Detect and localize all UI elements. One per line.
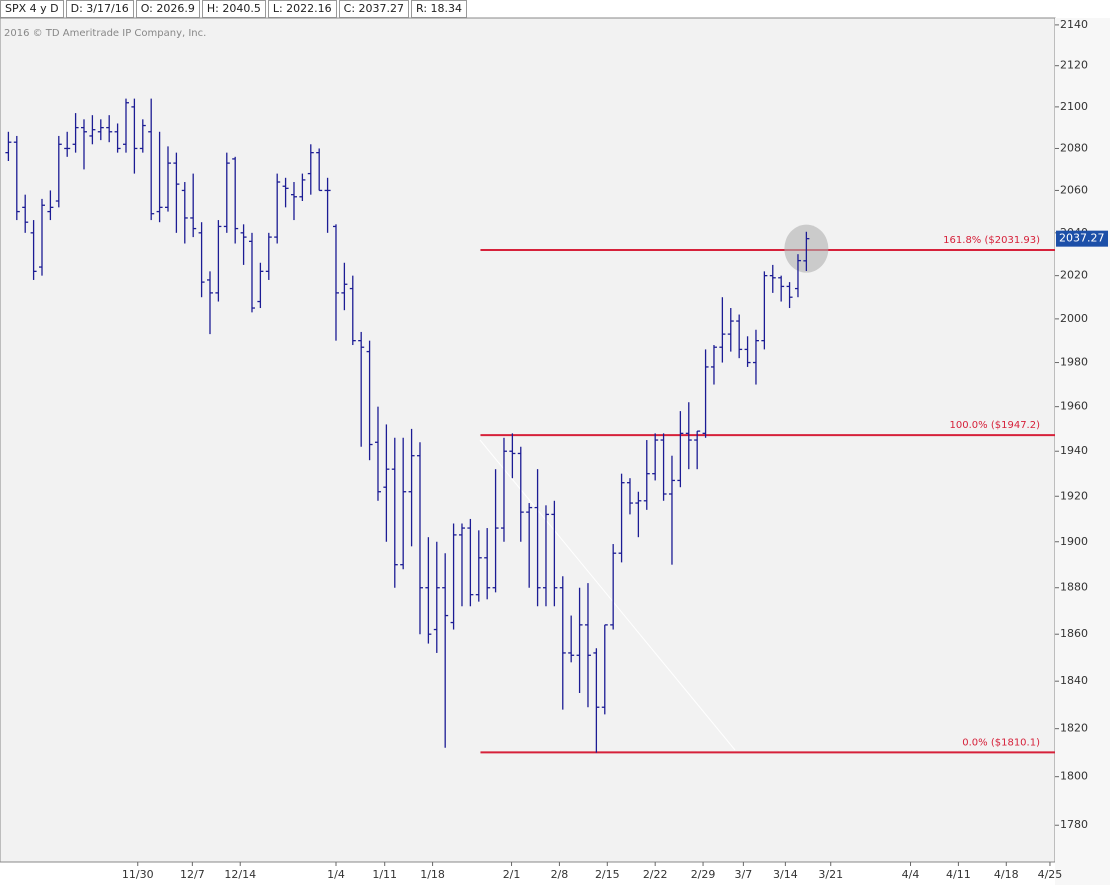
x-tick-label: 1/4: [327, 868, 345, 881]
y-tick-label: 1980: [1060, 356, 1088, 369]
x-tick-label: 4/11: [946, 868, 971, 881]
y-tick-label: 1780: [1060, 818, 1088, 831]
y-tick-label: 1920: [1060, 489, 1088, 502]
price-tag: [1056, 230, 1108, 247]
plot-area: [0, 17, 1056, 863]
header: SPX 4 y D D: 3/17/16 O: 2026.9 H: 2040.5 L:…: [0, 0, 469, 18]
y-tick-label: 2020: [1060, 269, 1088, 282]
info-field: D: 3/17/16: [65, 0, 134, 18]
fib-label: 100.0% ($1947.2): [950, 420, 1041, 431]
y-tick-label: 1840: [1060, 674, 1088, 687]
info-field: O: 2026.9: [135, 0, 200, 18]
y-tick-label: 2140: [1060, 18, 1088, 31]
y-tick-label: 2100: [1060, 100, 1088, 113]
x-tick-label: 4/25: [1038, 868, 1063, 881]
y-tick-label: 1900: [1060, 535, 1088, 548]
y-tick-label: 2060: [1060, 183, 1088, 196]
y-axis-area: [1055, 18, 1110, 885]
y-tick-label: 1860: [1060, 627, 1088, 640]
x-tick-label: 2/22: [643, 868, 668, 881]
x-tick-label: 2/1: [503, 868, 521, 881]
y-tick-label: 1960: [1060, 400, 1088, 413]
price-tag-label: 2037.27: [1059, 232, 1105, 245]
trend-line: [479, 439, 736, 751]
x-tick-label: 3/14: [773, 868, 798, 881]
x-tick-label: 2/15: [595, 868, 620, 881]
y-tick-label: 2120: [1060, 59, 1088, 72]
x-tick-label: 3/7: [735, 868, 753, 881]
x-tick-label: 2/29: [691, 868, 716, 881]
y-tick-label: 1940: [1060, 444, 1088, 457]
copyright: 2016 © TD Ameritrade IP Company, Inc.: [4, 28, 206, 39]
fib-label: 161.8% ($2031.93): [943, 235, 1040, 246]
x-tick-label: 2/8: [551, 868, 569, 881]
x-tick-label: 12/14: [224, 868, 256, 881]
x-tick-label: 4/18: [994, 868, 1019, 881]
y-tick-label: 1800: [1060, 770, 1088, 783]
y-tick-label: 1820: [1060, 722, 1088, 735]
x-tick-label: 1/18: [420, 868, 445, 881]
x-tick-label: 4/4: [902, 868, 920, 881]
y-tick-label: 2000: [1060, 312, 1088, 325]
info-field: C: 2037.27: [338, 0, 410, 18]
x-tick-label: 1/11: [372, 868, 397, 881]
fib-label: 0.0% ($1810.1): [962, 737, 1040, 748]
x-tick-label: 3/21: [818, 868, 843, 881]
y-tick-label: 2080: [1060, 141, 1088, 154]
x-tick-label: 11/30: [122, 868, 154, 881]
x-tick-label: 12/7: [180, 868, 205, 881]
y-tick-label: 1880: [1060, 581, 1088, 594]
